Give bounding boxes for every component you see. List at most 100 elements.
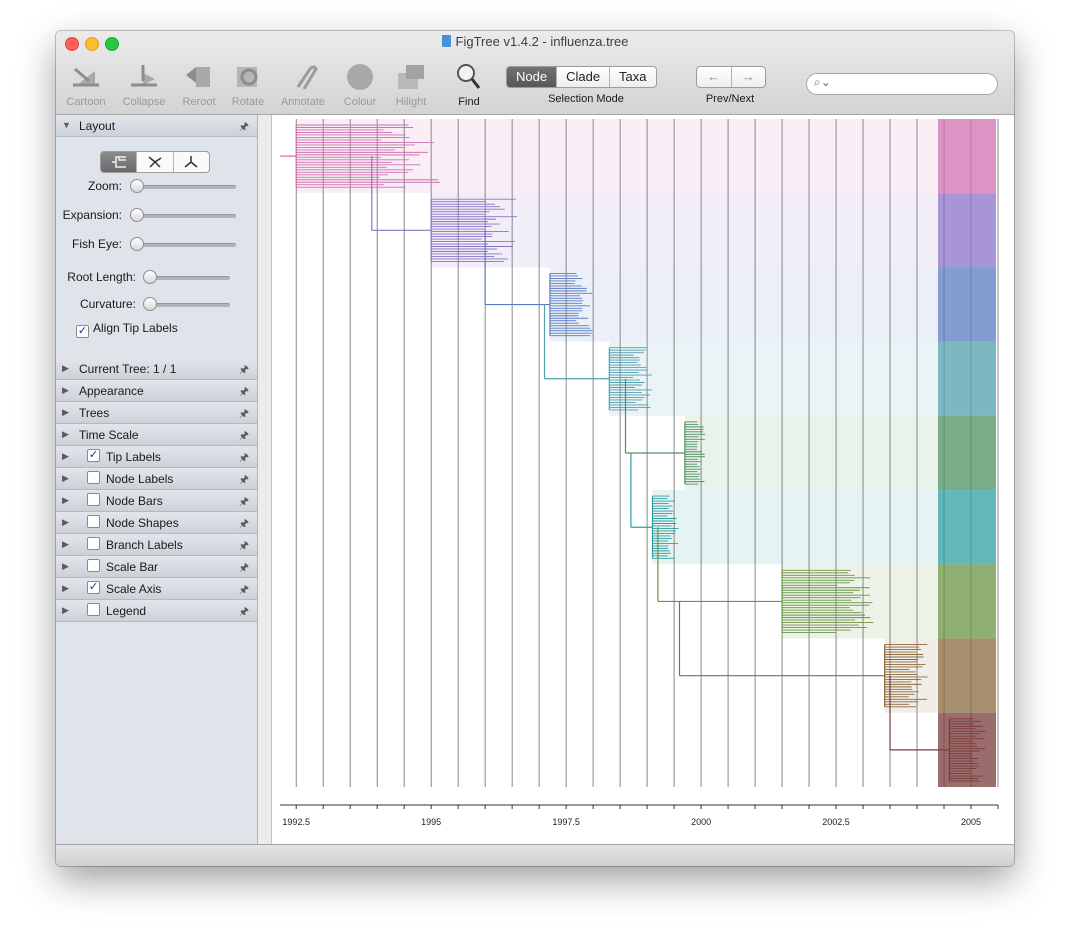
figtree-window: FigTree v1.4.2 - influenza.tree Cartoon … bbox=[56, 31, 1014, 866]
tree-canvas[interactable]: 1992.5 1995 1997.5 2000 2002.5 2005 bbox=[272, 115, 1014, 844]
minimize-button[interactable] bbox=[85, 37, 99, 51]
disclosure-closed-icon[interactable]: ▶ bbox=[62, 605, 69, 615]
section-header[interactable]: ▶ Trees 🖈 bbox=[56, 402, 257, 424]
disclosure-closed-icon[interactable]: ▶ bbox=[62, 495, 69, 505]
colour-button[interactable]: Colour bbox=[332, 59, 388, 108]
sidebar: ▼ Layout 🖈 Zoom: Expansion: Fish Eye: bbox=[56, 115, 258, 844]
pin-icon[interactable]: 🖈 bbox=[238, 430, 249, 442]
section-header[interactable]: ▶ Node Shapes 🖈 bbox=[56, 512, 257, 534]
scale-axis-label: 1992.5 bbox=[282, 817, 310, 827]
disclosure-closed-icon[interactable]: ▶ bbox=[62, 451, 69, 461]
scale-axis-label: 1997.5 bbox=[552, 817, 580, 827]
zoom-slider[interactable] bbox=[132, 185, 236, 189]
pin-icon[interactable]: 🖈 bbox=[238, 540, 249, 552]
layout-type-control[interactable] bbox=[100, 151, 210, 173]
section-header[interactable]: ▶ Node Bars 🖈 bbox=[56, 490, 257, 512]
disclosure-closed-icon[interactable]: ▶ bbox=[62, 385, 69, 395]
section-header[interactable]: ▶ Legend 🖈 bbox=[56, 600, 257, 622]
hilight-button[interactable]: Hilight bbox=[383, 59, 439, 108]
next-button[interactable]: → bbox=[732, 67, 766, 87]
prev-button[interactable]: ← bbox=[697, 67, 732, 87]
scale-axis-label: 1995 bbox=[421, 817, 441, 827]
disclosure-closed-icon[interactable]: ▶ bbox=[62, 517, 69, 527]
reroot-button[interactable]: Reroot bbox=[171, 59, 227, 108]
node-mode-button[interactable]: Node bbox=[507, 67, 558, 87]
cartoon-button[interactable]: Cartoon bbox=[58, 59, 114, 108]
panel-sections: ▶ Current Tree: 1 / 1 🖈 ▶ Appearance 🖈 ▶ Trees 🖈… bbox=[56, 358, 257, 622]
disclosure-closed-icon[interactable]: ▶ bbox=[62, 363, 69, 373]
clade-mode-button[interactable]: Clade bbox=[557, 67, 611, 87]
pin-icon[interactable]: 🖈 bbox=[238, 584, 249, 596]
polar-layout-button[interactable] bbox=[137, 152, 174, 172]
fish-eye-slider[interactable] bbox=[132, 243, 236, 247]
disclosure-closed-icon[interactable]: ▶ bbox=[62, 407, 69, 417]
pin-icon[interactable]: 🖈 bbox=[238, 408, 249, 420]
collapse-button[interactable]: Collapse bbox=[116, 59, 172, 108]
taxa-mode-button[interactable]: Taxa bbox=[619, 69, 647, 84]
pin-icon[interactable]: 🖈 bbox=[238, 121, 249, 133]
disclosure-closed-icon[interactable]: ▶ bbox=[62, 583, 69, 593]
search-input[interactable]: ⌕⌄ bbox=[806, 73, 998, 95]
section-header[interactable]: ▶ Scale Bar 🖈 bbox=[56, 556, 257, 578]
expansion-slider-knob[interactable] bbox=[130, 208, 144, 222]
expansion-slider[interactable] bbox=[132, 214, 236, 218]
section-header[interactable]: ▶ Branch Labels 🖈 bbox=[56, 534, 257, 556]
section-header[interactable]: ▶ Time Scale 🖈 bbox=[56, 424, 257, 446]
pin-icon[interactable]: 🖈 bbox=[238, 606, 249, 618]
pin-icon[interactable]: 🖈 bbox=[238, 452, 249, 464]
radial-layout-button[interactable] bbox=[174, 152, 209, 172]
section-header[interactable]: ▶ Current Tree: 1 / 1 🖈 bbox=[56, 358, 257, 380]
zoom-button[interactable] bbox=[105, 37, 119, 51]
section-checkbox[interactable] bbox=[87, 537, 100, 550]
annotate-button[interactable]: Annotate bbox=[275, 59, 331, 108]
section-title: Time Scale bbox=[79, 428, 139, 442]
tip-labels-block bbox=[938, 490, 996, 565]
layout-section-header[interactable]: ▼ Layout 🖈 bbox=[56, 115, 257, 137]
disclosure-open-icon[interactable]: ▼ bbox=[62, 120, 71, 130]
section-header[interactable]: ▶ Node Labels 🖈 bbox=[56, 468, 257, 490]
layout-panel: Zoom: Expansion: Fish Eye: Root Length: bbox=[56, 137, 257, 358]
zoom-slider-knob[interactable] bbox=[130, 179, 144, 193]
section-checkbox[interactable] bbox=[87, 493, 100, 506]
reroot-icon bbox=[186, 67, 210, 87]
section-checkbox[interactable] bbox=[87, 471, 100, 484]
root-length-slider-knob[interactable] bbox=[143, 270, 157, 284]
section-checkbox[interactable]: ✓ bbox=[87, 581, 100, 594]
tip-labels-block bbox=[938, 415, 996, 491]
close-button[interactable] bbox=[65, 37, 79, 51]
find-button[interactable]: Find bbox=[441, 59, 497, 108]
rotate-button[interactable]: Rotate bbox=[220, 59, 276, 108]
fish-eye-slider-knob[interactable] bbox=[130, 237, 144, 251]
root-length-slider[interactable] bbox=[146, 276, 230, 280]
arrow-left-icon: ← bbox=[707, 69, 721, 84]
section-header[interactable]: ▶ ✓ Scale Axis 🖈 bbox=[56, 578, 257, 600]
split-pane-divider[interactable] bbox=[258, 115, 272, 844]
disclosure-closed-icon[interactable]: ▶ bbox=[62, 429, 69, 439]
pin-icon[interactable]: 🖈 bbox=[238, 496, 249, 508]
curvature-slider-knob[interactable] bbox=[143, 297, 157, 311]
section-title: Scale Axis bbox=[106, 582, 162, 596]
prev-next-label: Prev/Next bbox=[705, 93, 755, 105]
disclosure-closed-icon[interactable]: ▶ bbox=[62, 473, 69, 483]
section-checkbox[interactable] bbox=[87, 603, 100, 616]
section-title: Appearance bbox=[79, 384, 144, 398]
disclosure-closed-icon[interactable]: ▶ bbox=[62, 539, 69, 549]
pin-icon[interactable]: 🖈 bbox=[238, 562, 249, 574]
prev-next-control[interactable]: ← → bbox=[696, 66, 766, 88]
curvature-slider[interactable] bbox=[146, 303, 230, 307]
section-header[interactable]: ▶ Appearance 🖈 bbox=[56, 380, 257, 402]
section-checkbox[interactable] bbox=[87, 515, 100, 528]
section-checkbox[interactable]: ✓ bbox=[87, 449, 100, 462]
disclosure-closed-icon[interactable]: ▶ bbox=[62, 561, 69, 571]
pin-icon[interactable]: 🖈 bbox=[238, 518, 249, 530]
pin-icon[interactable]: 🖈 bbox=[238, 386, 249, 398]
tip-label-guides bbox=[782, 564, 938, 639]
align-tip-labels-checkbox[interactable]: ✓ bbox=[76, 325, 89, 338]
pin-icon[interactable]: 🖈 bbox=[238, 364, 249, 376]
pin-icon[interactable]: 🖈 bbox=[238, 474, 249, 486]
section-checkbox[interactable] bbox=[87, 559, 100, 572]
rectangular-layout-button[interactable] bbox=[101, 152, 138, 172]
selection-mode-control[interactable]: Node Clade Taxa bbox=[506, 66, 657, 88]
arrow-right-icon: → bbox=[741, 69, 755, 84]
section-header[interactable]: ▶ ✓ Tip Labels 🖈 bbox=[56, 446, 257, 468]
